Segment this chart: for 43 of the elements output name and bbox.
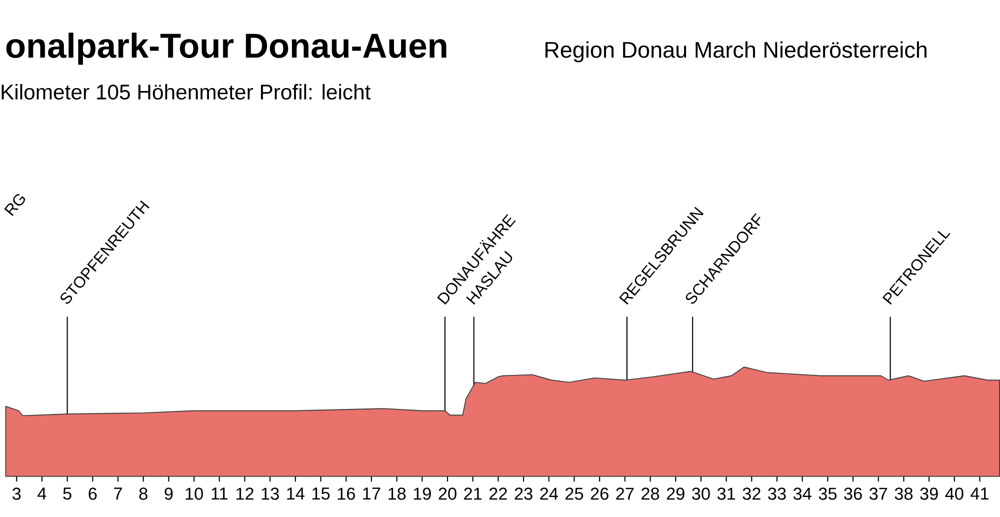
x-tick-label: 28 [642,488,660,500]
x-tick-label: 23 [514,488,532,500]
x-tick-label: 16 [338,488,355,500]
x-tick-label: 27 [616,488,634,500]
x-tick-label: 34 [793,488,812,500]
x-tick-label: 22 [489,488,507,500]
chart-title: onalpark-Tour Donau-Auen [6,32,446,65]
x-tick-label: 31 [717,488,736,500]
x-tick-label: 21 [464,488,482,500]
x-tick-label: 9 [164,488,173,500]
x-tick-label: 6 [88,488,97,500]
x-tick-label: 39 [920,488,938,500]
x-tick-label: 20 [438,488,456,500]
x-tick-label: 12 [236,488,254,500]
x-tick-label: 10 [186,488,203,500]
x-tick-label: 24 [540,488,558,500]
text: Kilometer 105 Höhenmeter Profil: leicht [2,84,371,100]
x-tick-label: 32 [742,488,760,500]
x-tick-label: 40 [945,488,964,500]
x-tick-label: 11 [212,488,228,500]
x-tick-label: 5 [63,488,72,500]
x-tick-label: 4 [38,488,46,500]
x-tick-label: 15 [312,488,330,500]
x-tick-label: 19 [414,488,431,500]
x-tick-label: 29 [666,488,684,500]
chart-subtitle: Region Donau March Niederösterreich [545,41,926,62]
x-tick-label: 7 [114,488,122,500]
x-tick-label: 3 [12,488,21,500]
x-tick-label: 36 [844,488,862,500]
x-tick-label: 41 [970,488,989,500]
x-tick-label: 14 [287,488,304,500]
x-tick-label: 8 [139,488,148,500]
x-tick-label: 35 [818,488,837,500]
x-tick-label: 26 [590,488,608,500]
x-tick-label: 37 [869,488,888,500]
x-tick-label: 38 [894,488,913,500]
x-tick-label: 25 [566,488,584,500]
x-tick-label: 18 [388,488,406,500]
x-tick-label: 33 [768,488,786,500]
x-tick-label: 13 [262,488,279,500]
x-tick-label: 17 [363,488,380,500]
x-tick-label: 30 [692,488,710,500]
text: RG [4,194,26,216]
